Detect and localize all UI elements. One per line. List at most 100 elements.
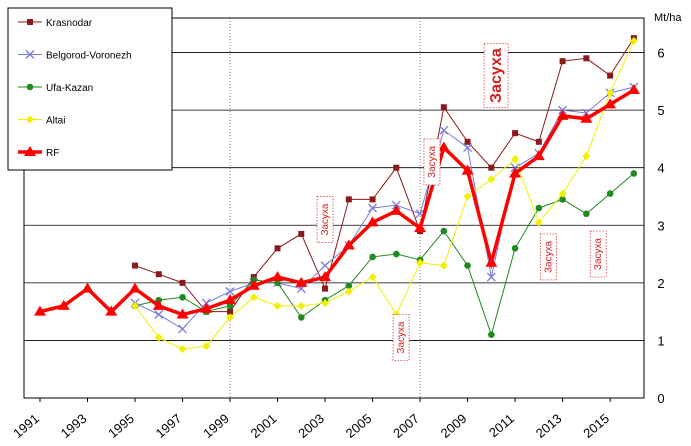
x-marker-stroke: [463, 143, 473, 153]
x-tick-label: 1995: [105, 411, 137, 441]
annotation-box: [423, 138, 441, 186]
data-point-rf: [414, 222, 427, 233]
data-point-rf: [200, 302, 213, 313]
data-point-ufa-kazan: [179, 293, 186, 301]
data-point-rf: [81, 282, 94, 293]
y-tick-label: 0: [657, 391, 664, 406]
data-point-krasnodar: [559, 58, 566, 65]
legend-item-krasnodar: Krasnodar: [18, 18, 93, 29]
data-point-altai: [582, 152, 591, 161]
drought-annotation: Засуха: [316, 196, 334, 243]
data-point-altai: [629, 37, 638, 46]
data-point-ufa-kazan: [606, 190, 614, 197]
data-point-belgorod-voronezh: [463, 143, 473, 153]
data-point-altai: [202, 342, 211, 351]
data-point-ufa-kazan: [559, 196, 566, 203]
y-tick-label: 1: [657, 333, 664, 348]
annotation-text: Засуха: [593, 238, 604, 270]
annotation-text: Засуха: [320, 203, 331, 235]
data-point-rf: [532, 150, 545, 161]
x-tick-label: 2005: [343, 411, 375, 441]
legend-swatch-marker: [24, 146, 36, 156]
data-point-krasnodar: [322, 285, 329, 292]
x-tick-label: 2007: [390, 411, 422, 441]
data-point-altai: [154, 333, 163, 342]
x-tick-label: 1993: [58, 411, 90, 441]
drought-annotation: Засуха: [483, 43, 509, 108]
series-layer: [34, 35, 640, 354]
data-point-altai: [297, 301, 306, 310]
x-tick-label: 2013: [533, 411, 565, 441]
data-point-belgorod-voronezh: [320, 261, 330, 271]
data-point-ufa-kazan: [274, 279, 281, 287]
data-point-krasnodar: [440, 104, 447, 111]
data-point-rf: [461, 164, 474, 175]
legend-item-altai: Altai: [18, 115, 65, 127]
legend-label: Belgorod-Voronezh: [46, 51, 132, 62]
annotation-text: Засуха: [427, 145, 438, 177]
x-marker-stroke: [25, 50, 35, 59]
data-point-altai: [534, 218, 543, 227]
data-point-krasnodar: [535, 138, 542, 145]
series-krasnodar: [132, 35, 637, 315]
data-point-ufa-kazan: [464, 262, 471, 269]
data-point-krasnodar: [132, 262, 139, 269]
annotation-text: Засуха: [396, 321, 407, 353]
data-point-rf: [319, 271, 332, 282]
data-point-rf: [604, 98, 617, 109]
drought-annotation: Засуха: [392, 314, 410, 361]
x-tick-label: 2001: [248, 411, 280, 441]
x-tick-label: 2009: [438, 411, 470, 441]
data-point-rf: [57, 299, 70, 310]
y-axis-tick-labels: 0 1 2 3 4 5 6: [657, 46, 664, 406]
series-line-altai: [134, 40, 635, 350]
legend-swatch-marker: [25, 50, 35, 59]
x-marker-stroke: [486, 272, 496, 282]
annotation-box: [316, 196, 334, 243]
legend-label: RF: [46, 148, 59, 159]
legend-label: Altai: [46, 116, 65, 127]
data-point-rf: [129, 282, 142, 293]
data-point-rf: [390, 204, 403, 215]
data-point-altai: [463, 192, 472, 201]
data-point-altai: [511, 155, 520, 164]
drought-annotation: Засуха: [540, 233, 557, 281]
legend-swatch-marker: [27, 19, 33, 25]
data-point-krasnodar: [607, 72, 614, 79]
data-point-ufa-kazan: [369, 253, 376, 261]
data-point-altai: [321, 299, 330, 307]
data-point-krasnodar: [369, 196, 376, 203]
annotation-box: [483, 43, 509, 108]
legend-label: Ufa-Kazan: [46, 83, 93, 94]
data-point-ufa-kazan: [345, 282, 353, 290]
data-point-altai: [439, 261, 448, 270]
series-altai: [131, 37, 638, 354]
data-point-rf: [152, 299, 165, 310]
data-point-rf: [224, 294, 237, 305]
data-point-ufa-kazan: [298, 314, 305, 321]
annotation-box: [540, 233, 557, 281]
legend: Krasnodar Belgorod-Voronezh Ufa-Kazan Altai…: [7, 7, 173, 171]
data-point-altai: [487, 175, 496, 184]
x-marker-stroke: [320, 261, 330, 271]
data-point-rf: [485, 256, 498, 267]
x-marker-stroke: [225, 287, 235, 296]
data-point-rf: [105, 305, 118, 316]
data-point-belgorod-voronezh: [154, 310, 164, 319]
data-point-altai: [178, 345, 187, 354]
data-point-krasnodar: [583, 55, 590, 62]
data-point-rf: [509, 167, 522, 178]
series-line-belgorod-voronezh: [134, 86, 634, 330]
y-tick-label: 3: [657, 218, 664, 233]
drought-annotation: Засуха: [589, 230, 607, 278]
data-point-altai: [249, 293, 258, 302]
plot-area-frame: [23, 17, 645, 399]
series-line-ufa-kazan: [134, 173, 635, 337]
data-point-ufa-kazan: [535, 204, 543, 212]
legend-item-rf: RF: [18, 146, 59, 159]
x-marker-stroke: [368, 203, 378, 213]
data-point-altai: [344, 287, 353, 296]
legend-swatch-marker: [26, 83, 34, 91]
legend-item-ufa-kazan: Ufa-Kazan: [18, 83, 93, 94]
data-point-ufa-kazan: [583, 210, 590, 218]
